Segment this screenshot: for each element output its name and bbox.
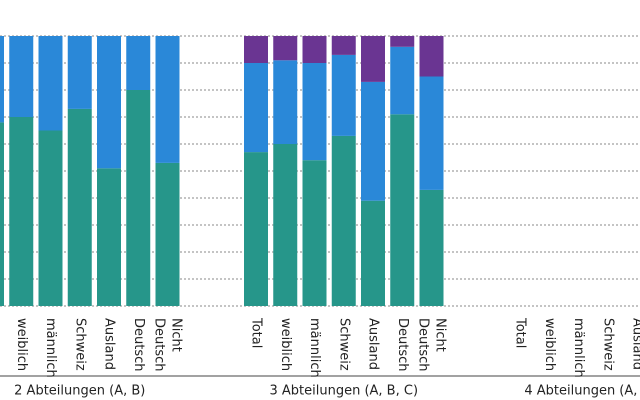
bar-segment: [390, 46, 415, 115]
bar-segment: [302, 63, 327, 161]
bar-segment: [97, 168, 121, 306]
bar-segment: [0, 36, 4, 123]
x-tick-label: Schweiz: [72, 318, 87, 371]
bar-segment: [419, 76, 444, 190]
bar-segment: [38, 130, 63, 306]
bar-segment: [67, 36, 92, 109]
bar-segment: [126, 36, 151, 90]
bar-segment: [302, 36, 327, 63]
x-tick-label: weiblich: [542, 318, 557, 371]
x-tick-label: männlich: [571, 318, 586, 378]
bar-segment: [361, 200, 385, 306]
bar-segment: [390, 36, 415, 47]
bar-segment: [331, 54, 356, 136]
bar-segment: [67, 108, 92, 307]
bar-segment: [126, 90, 151, 306]
group-label: 3 Abteilungen (A, B, C): [269, 384, 418, 399]
bar-segment: [0, 122, 4, 307]
bar-segment: [273, 144, 298, 306]
bar-segment: [273, 60, 298, 144]
bar-segment: [9, 117, 34, 306]
x-tick-label: Total: [249, 317, 264, 348]
x-tick-label: Schweiz: [600, 318, 615, 371]
x-tick-label: Deutsch: [152, 318, 167, 372]
bar-segment: [155, 36, 180, 163]
bar-segment: [244, 36, 268, 63]
x-tick-label: Deutsch: [131, 318, 146, 372]
x-tick-label: Nicht: [169, 318, 184, 352]
x-tick-label: weiblich: [14, 318, 29, 371]
group-label: 4 Abteilungen (A, B, C, D): [524, 384, 640, 399]
bar-segment: [331, 135, 356, 306]
group-label: 2 Abteilungen (A, B): [14, 384, 145, 399]
x-tick-label: Ausland: [630, 318, 640, 370]
bar-segment: [361, 81, 385, 201]
bar-segment: [38, 36, 63, 131]
x-tick-label: weiblich: [278, 318, 293, 371]
bar-segment: [419, 36, 444, 77]
x-tick-label: männlich: [307, 318, 322, 378]
x-tick-label: Total: [513, 317, 528, 348]
bar-segment: [390, 114, 415, 306]
x-tick-label: männlich: [43, 318, 58, 378]
x-tick-label: Ausland: [366, 318, 381, 370]
bar-segment: [9, 36, 34, 117]
x-tick-label: Nicht: [433, 318, 448, 352]
bar-segment: [302, 160, 327, 306]
x-tick-label: Ausland: [102, 318, 117, 370]
bar-segment: [244, 152, 268, 306]
x-tick-label: Deutsch: [395, 318, 410, 372]
bar-segment: [419, 189, 444, 306]
x-tick-label: Schweiz: [336, 318, 351, 371]
bar-segment: [361, 36, 385, 82]
x-tick-label: Deutsch: [416, 318, 431, 372]
bar-segment: [155, 162, 180, 306]
bar-segment: [244, 63, 268, 153]
bar-segment: [273, 36, 298, 61]
bar-segment: [97, 36, 121, 169]
bar-segment: [331, 36, 356, 55]
